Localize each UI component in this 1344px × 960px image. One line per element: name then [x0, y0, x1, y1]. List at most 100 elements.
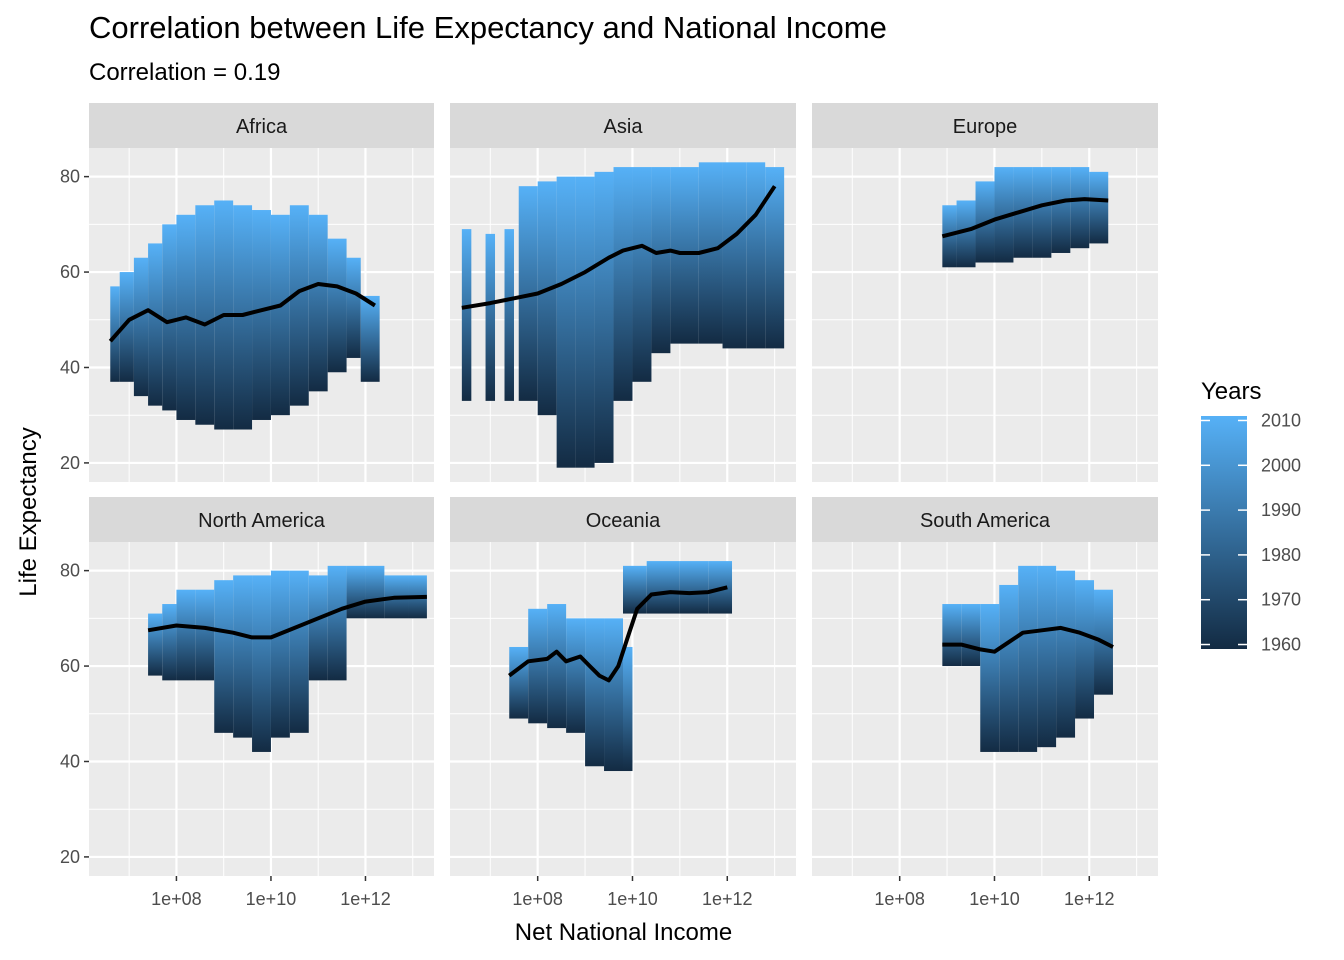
y-tick-label: 60: [60, 656, 80, 676]
x-axis-title: Net National Income: [515, 919, 732, 946]
facet-strip: [812, 103, 1158, 148]
smooth-line: [942, 625, 1114, 654]
facet-north-america: North America: [89, 497, 434, 876]
data-point-cluster: [346, 257, 361, 358]
data-point-cluster: [999, 584, 1019, 752]
x-tick-label: 1e+08: [151, 889, 202, 909]
x-tick-label: 1e+10: [969, 889, 1020, 909]
smooth-line: [507, 585, 728, 683]
facet-strip: [450, 497, 796, 542]
data-point-cluster: [646, 561, 680, 614]
data-point-cluster: [119, 272, 134, 382]
x-tick-label: 1e+10: [607, 889, 658, 909]
data-point-cluster: [162, 224, 177, 411]
data-point-cluster: [360, 295, 380, 382]
data-point-cluster: [632, 167, 652, 382]
facet-strip-label: Oceania: [586, 510, 661, 532]
y-tick-label: 40: [60, 751, 80, 771]
legend-tick-label: 2000: [1261, 455, 1301, 475]
y-tick-label: 60: [60, 262, 80, 282]
data-point-cluster: [980, 604, 1000, 752]
data-point-cluster: [252, 210, 271, 420]
facet-asia: Asia: [450, 103, 796, 482]
data-point-cluster: [1037, 565, 1057, 748]
data-point-cluster: [623, 565, 647, 614]
facet-africa: Africa: [89, 103, 434, 482]
data-point-cluster: [270, 570, 290, 738]
data-point-cluster: [308, 214, 328, 392]
data-point-cluster: [1018, 565, 1038, 752]
facet-strip-label: Asia: [604, 116, 644, 138]
data-point-cluster: [765, 167, 785, 349]
axes: 20 40 60 80 20 40 60 80 1e+08 1e+10 1e+12 1e+08 1e+1…: [15, 167, 1115, 946]
data-point-cluster: [509, 646, 529, 719]
smooth-line: [461, 185, 777, 310]
data-point-cluster: [594, 171, 614, 463]
y-tick-label: 80: [60, 167, 80, 187]
data-point-cluster: [1056, 570, 1076, 738]
facet-strip: [812, 497, 1158, 542]
data-point-cluster: [556, 176, 576, 468]
legend-colorbar: [1201, 416, 1247, 649]
data-point-cluster: [961, 604, 981, 667]
data-point-cluster: [746, 162, 766, 349]
y-tick-label: 20: [60, 847, 80, 867]
legend-tick-label: 1970: [1261, 590, 1301, 610]
legend-tick-label: 1990: [1261, 500, 1301, 520]
data-point-cluster: [1089, 171, 1109, 244]
color-legend: Years 1960 1970 1980 1990 2000 2010: [1201, 378, 1301, 655]
data-point-cluster: [537, 181, 557, 416]
data-point-cluster: [585, 618, 605, 767]
data-point-cluster: [176, 589, 196, 681]
data-point-cluster: [604, 618, 623, 772]
facet-strip-label: South America: [920, 510, 1051, 532]
data-point-cluster: [270, 214, 290, 416]
x-tick-label: 1e+08: [512, 889, 563, 909]
data-point-cluster: [327, 565, 347, 681]
data-point-cluster: [461, 229, 472, 401]
data-point-cluster: [956, 200, 976, 268]
facet-strip-label: Africa: [236, 116, 288, 138]
x-tick-label: 1e+12: [1064, 889, 1115, 909]
data-point-cluster: [575, 176, 595, 468]
facet-europe: Europe: [812, 103, 1158, 482]
y-tick-label: 40: [60, 357, 80, 377]
data-point-cluster: [365, 565, 385, 619]
data-point-cluster: [1051, 167, 1071, 253]
y-tick-label: 80: [60, 561, 80, 581]
data-point-cluster: [289, 570, 309, 733]
legend-tick-label: 1960: [1261, 635, 1301, 655]
smooth-line: [941, 197, 1109, 239]
legend-tick-label: 2010: [1261, 410, 1301, 430]
facet-strip-label: Europe: [953, 116, 1018, 138]
data-point-cluster: [327, 238, 347, 373]
legend-title: Years: [1201, 378, 1262, 405]
legend-tick-label: 1980: [1261, 545, 1301, 565]
data-point-cluster: [504, 229, 514, 401]
data-point-cluster: [670, 167, 699, 344]
data-point-cluster: [528, 608, 548, 724]
data-point-cluster: [195, 589, 215, 681]
x-tick-label: 1e+10: [246, 889, 297, 909]
data-point-cluster: [233, 205, 253, 430]
facet-strip-label: North America: [198, 510, 326, 532]
data-point-cluster: [346, 565, 366, 619]
data-point-cluster: [722, 162, 747, 349]
facet-panels: Africa Asia Europe North America Oceania Sout…: [89, 103, 1158, 876]
x-tick-label: 1e+12: [702, 889, 753, 909]
y-tick-label: 20: [60, 453, 80, 473]
data-point-cluster: [566, 618, 586, 733]
smooth-line: [147, 594, 427, 640]
smooth-line: [108, 282, 376, 343]
x-tick-label: 1e+08: [874, 889, 925, 909]
data-point-cluster: [547, 604, 567, 729]
data-point-cluster: [148, 613, 163, 676]
data-point-cluster: [942, 604, 962, 667]
data-point-cluster: [289, 205, 309, 406]
data-point-cluster: [252, 575, 271, 752]
chart-title: Correlation between Life Expectancy and …: [89, 10, 887, 45]
x-tick-label: 1e+12: [340, 889, 391, 909]
y-axis-title: Life Expectancy: [15, 427, 42, 596]
data-point-cluster: [195, 205, 215, 425]
